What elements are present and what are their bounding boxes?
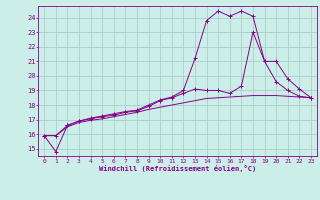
X-axis label: Windchill (Refroidissement éolien,°C): Windchill (Refroidissement éolien,°C) (99, 165, 256, 172)
